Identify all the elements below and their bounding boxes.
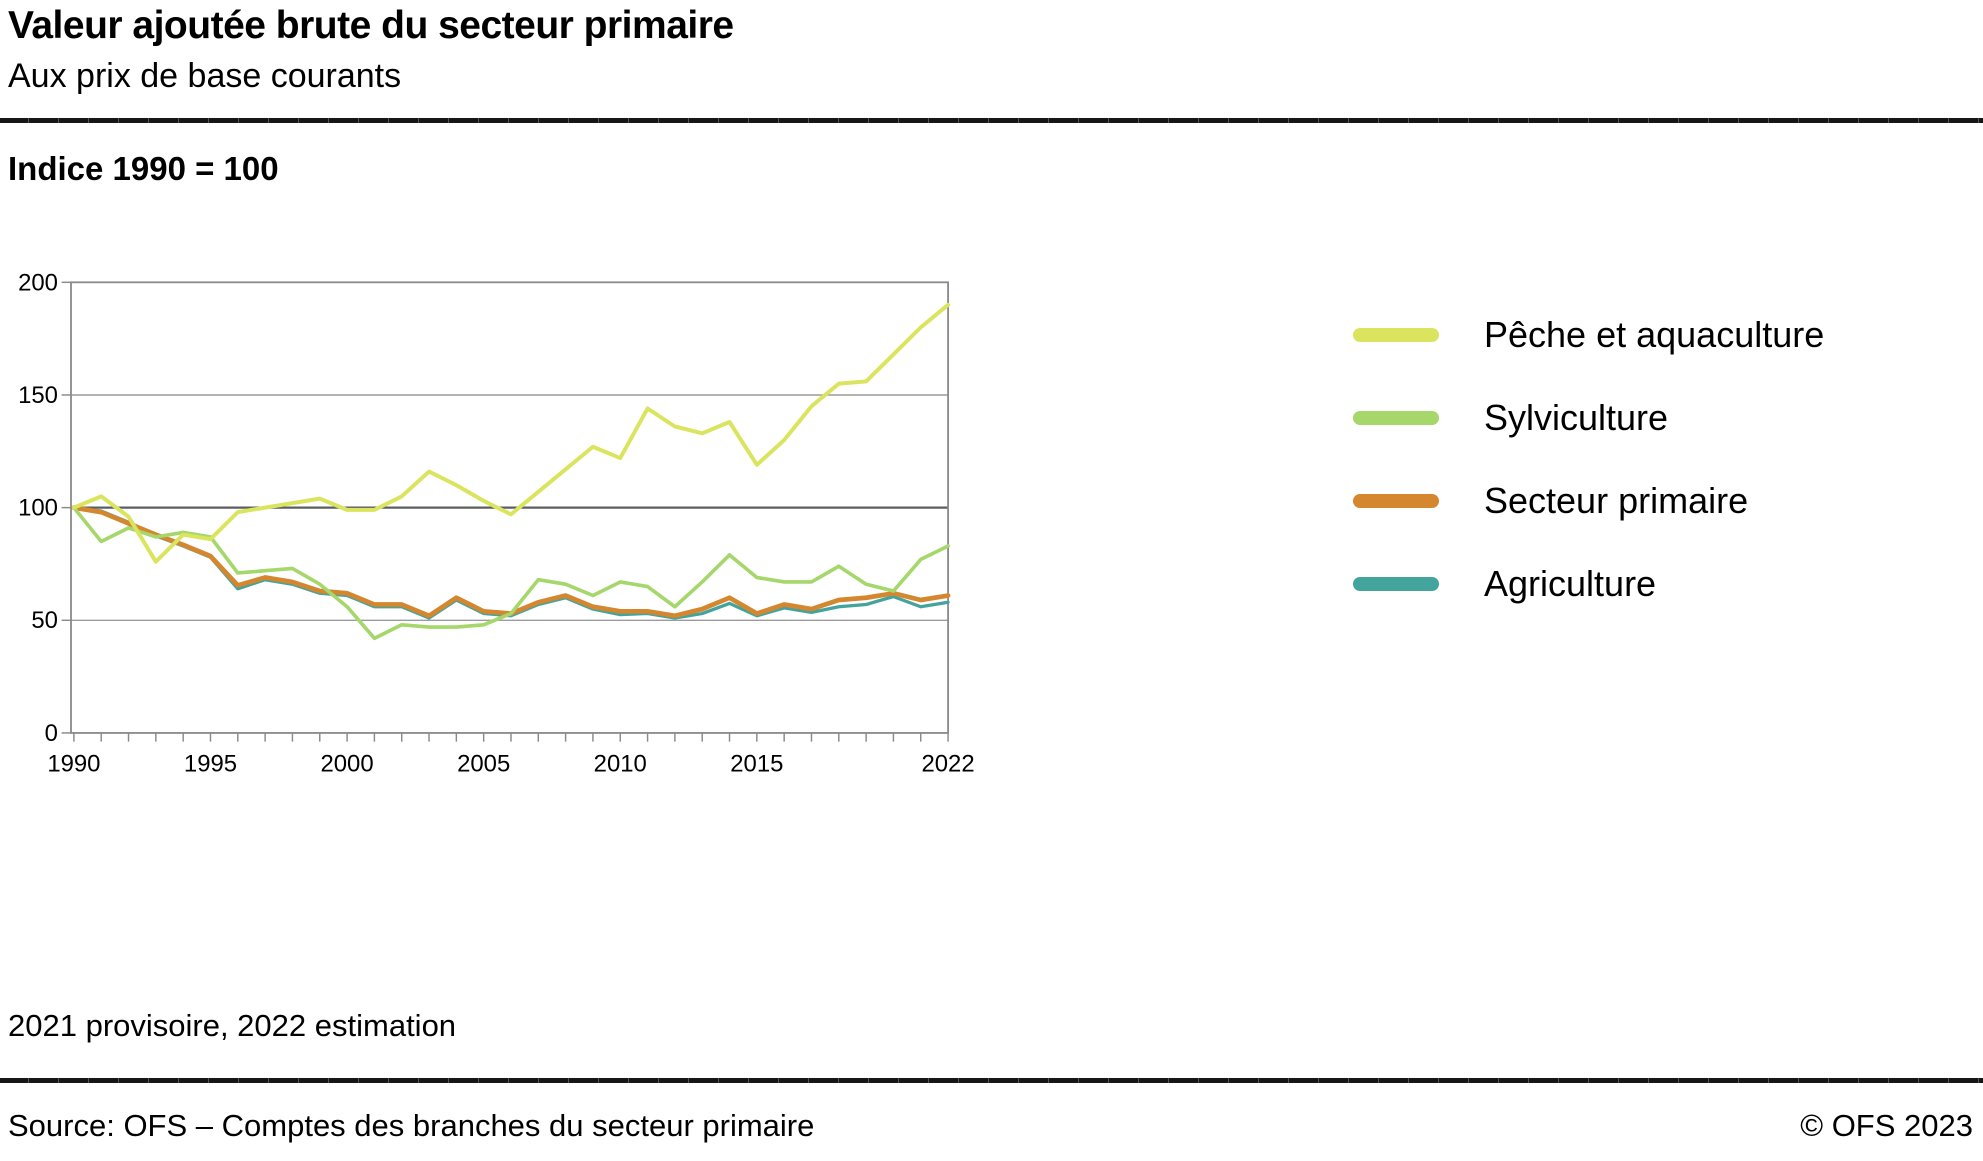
series-secteur-primaire xyxy=(71,505,951,619)
legend-item-secteur-primaire: Secteur primaire xyxy=(1353,459,1973,542)
x-tick-label: 2015 xyxy=(730,750,783,777)
legend-swatch xyxy=(1353,410,1439,425)
x-tick-label: 1990 xyxy=(47,750,100,777)
x-tick-label: 2005 xyxy=(457,750,510,777)
plot-frame xyxy=(70,281,949,734)
legend-item-agriculture: Agriculture xyxy=(1353,542,1973,625)
footnote: 2021 provisoire, 2022 estimation xyxy=(8,1008,457,1043)
index-base-label: Indice 1990 = 100 xyxy=(8,150,279,187)
y-tick-label: 0 xyxy=(45,720,58,747)
legend-label: Sylviculture xyxy=(1484,396,1669,438)
copyright-label: © OFS 2023 xyxy=(1800,1108,1973,1143)
series-agriculture xyxy=(72,506,950,620)
x-tick-label: 1995 xyxy=(184,750,237,777)
x-tick-label: 2000 xyxy=(320,750,373,777)
bottom-divider xyxy=(0,1078,1983,1083)
series-sylviculture xyxy=(72,505,950,641)
y-tick-label: 150 xyxy=(18,382,58,409)
legend: Pêche et aquaculture Sylviculture Secteur … xyxy=(1353,293,1973,625)
chart-area: 0 50 100 150 200 1990 1995 2000 2005 2010 2015 2022 xyxy=(0,269,1345,980)
page-subtitle: Aux prix de base courants xyxy=(8,57,402,95)
top-divider xyxy=(0,118,1983,123)
legend-swatch xyxy=(1353,327,1439,342)
x-tick-label: 2010 xyxy=(594,750,647,777)
line-chart: 0 50 100 150 200 1990 1995 2000 2005 2010 2015 2022 xyxy=(18,269,975,777)
source-label: Source: OFS – Comptes des branches du se… xyxy=(8,1108,815,1143)
y-tick-label: 200 xyxy=(18,270,58,296)
x-tick-label: 2022 xyxy=(921,750,974,777)
legend-label: Pêche et aquaculture xyxy=(1484,313,1825,355)
legend-item-sylviculture: Sylviculture xyxy=(1353,376,1973,459)
legend-item-p-che-et-aquaculture: Pêche et aquaculture xyxy=(1353,293,1973,376)
series-p-che-et-aquaculture xyxy=(71,302,951,564)
legend-label: Secteur primaire xyxy=(1484,479,1749,521)
legend-label: Agriculture xyxy=(1484,562,1657,604)
page-title: Valeur ajoutée brute du secteur primaire xyxy=(8,4,734,47)
y-tick-label: 100 xyxy=(18,495,58,522)
legend-swatch xyxy=(1353,493,1439,508)
y-tick-label: 50 xyxy=(31,607,58,634)
legend-swatch xyxy=(1353,576,1439,591)
